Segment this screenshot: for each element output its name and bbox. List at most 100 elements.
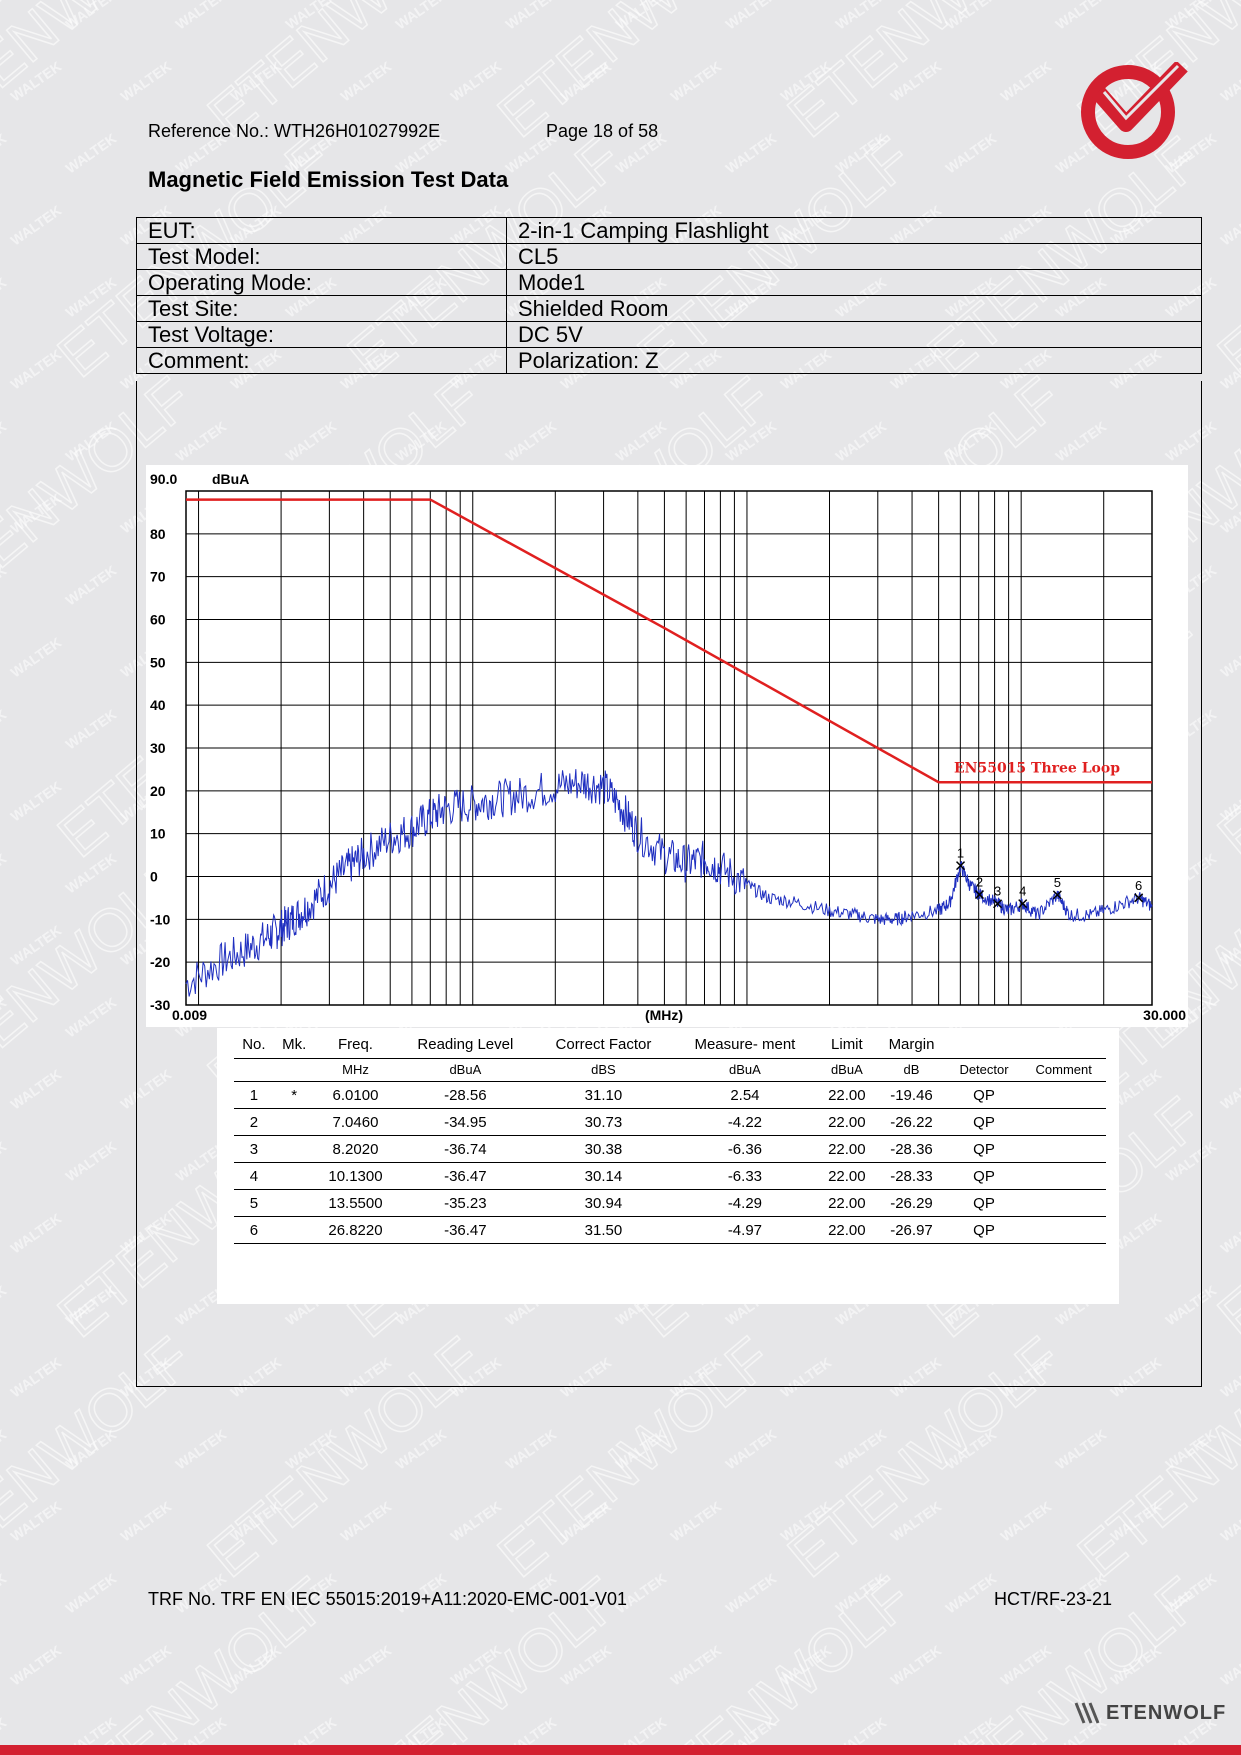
y-tick-label: 70: [150, 569, 166, 585]
table-cell: 8.2020: [314, 1135, 397, 1163]
watermark-text: WALTEK: [668, 58, 725, 104]
info-table: EUT: 2-in-1 Camping Flashlight Test Model:…: [136, 217, 1202, 374]
table-cell: -6.36: [672, 1135, 818, 1163]
watermark-text: WALTEK: [1218, 58, 1241, 104]
watermark-text: WALTEK: [833, 1570, 890, 1616]
watermark-text: WALTEK: [338, 1498, 395, 1544]
table-header: Reading Level: [417, 1036, 514, 1053]
info-label: Comment:: [136, 347, 507, 374]
watermark-text: WALTEK: [778, 1642, 835, 1688]
watermark-text: WALTEK: [1218, 1642, 1241, 1688]
watermark-text: WALTEK: [558, 58, 615, 104]
watermark-text: WALTEK: [888, 1642, 945, 1688]
table-cell: -26.97: [876, 1216, 947, 1244]
watermark-text: WALTEK: [8, 202, 65, 248]
watermark-text: WALTEK: [173, 0, 230, 32]
info-row: Comment: Polarization: Z: [136, 347, 1202, 374]
watermark-text: WALTEK: [63, 274, 120, 320]
watermark-text: WALTEK: [0, 562, 9, 608]
table-cell: -4.29: [672, 1189, 818, 1217]
table-cell: -36.47: [396, 1216, 535, 1244]
watermark-text: WALTEK: [8, 1354, 65, 1400]
table-cell: [1021, 1081, 1106, 1109]
x-end-label: 30.000: [1143, 1007, 1186, 1023]
table-row: 1 * 6.0100 -28.56 31.10 2.54 22.00 -19.46 QP: [234, 1081, 1106, 1109]
table-cell: QP: [946, 1189, 1022, 1217]
watermark-text: WALTEK: [63, 1138, 120, 1184]
watermark-text: WALTEK: [0, 706, 9, 752]
watermark-text: WALTEK: [8, 634, 65, 680]
watermark-text: WALTEK: [833, 130, 890, 176]
table-header: [947, 1036, 1022, 1059]
y-tick-label: 30: [150, 740, 166, 756]
marker-label: 6: [1135, 878, 1142, 893]
watermark-text: WALTEK: [1218, 1498, 1241, 1544]
watermark-text: ETENWOLF: [1205, 1084, 1241, 1350]
info-value: Shielded Room: [506, 295, 1202, 322]
table-cell: 30.38: [534, 1135, 673, 1163]
watermark-text: WALTEK: [943, 1570, 1000, 1616]
table-unit: dBS: [534, 1058, 673, 1082]
table-cell: QP: [946, 1216, 1022, 1244]
y-tick-label: -20: [150, 954, 170, 970]
watermark-text: WALTEK: [0, 994, 9, 1040]
marker-x: [993, 899, 1003, 909]
watermark-text: WALTEK: [8, 778, 65, 824]
info-row: EUT: 2-in-1 Camping Flashlight: [136, 217, 1202, 244]
y-axis-label: dBuA: [212, 471, 249, 487]
watermark-text: WALTEK: [0, 850, 9, 896]
watermark-text: WALTEK: [503, 1426, 560, 1472]
watermark-text: WALTEK: [778, 1498, 835, 1544]
watermark-text: WALTEK: [63, 994, 120, 1040]
marker-label: 2: [976, 875, 983, 890]
page-title: Magnetic Field Emission Test Data: [148, 167, 509, 192]
table-row: 4 10.1300 -36.47 30.14 -6.33 22.00 -28.33 QP: [234, 1162, 1106, 1190]
table-cell: 13.5500: [314, 1189, 397, 1217]
table-cell: *: [273, 1081, 315, 1109]
watermark-text: WALTEK: [63, 1570, 120, 1616]
watermark-text: WALTEK: [8, 1498, 65, 1544]
marker-label: 5: [1054, 875, 1061, 890]
table-unit: dBuA: [817, 1058, 877, 1082]
table-cell: 22.00: [817, 1108, 877, 1136]
watermark-text: WALTEK: [613, 1426, 670, 1472]
table-cell: 31.50: [534, 1216, 673, 1244]
watermark-text: WALTEK: [1163, 1570, 1220, 1616]
table-cell: 30.73: [534, 1108, 673, 1136]
watermark-text: WALTEK: [998, 1642, 1055, 1688]
table-unit: MHz: [314, 1058, 397, 1082]
watermark-text: WALTEK: [63, 850, 120, 896]
table-unit: [234, 1058, 274, 1082]
x-start-label: 0.009: [172, 1007, 207, 1023]
watermark-text: WALTEK: [1218, 202, 1241, 248]
watermark-text: WALTEK: [503, 0, 560, 32]
watermark-text: WALTEK: [63, 0, 120, 32]
marker-x: [1018, 899, 1028, 909]
watermark-text: WALTEK: [613, 0, 670, 32]
table-cell: -4.22: [672, 1108, 818, 1136]
table-cell: 31.10: [534, 1081, 673, 1109]
table-unit: Detector: [946, 1058, 1022, 1082]
watermark-text: WALTEK: [0, 1426, 9, 1472]
info-label: Operating Mode:: [136, 269, 507, 296]
watermark-text: WALTEK: [63, 418, 120, 464]
watermark-text: WALTEK: [393, 1426, 450, 1472]
watermark-text: WALTEK: [558, 1498, 615, 1544]
watermark-text: WALTEK: [118, 58, 175, 104]
marker-label: 1: [957, 846, 964, 861]
table-header: Correct Factor: [555, 1036, 652, 1053]
marker-label: 3: [994, 884, 1001, 899]
table-cell: 7.0460: [314, 1108, 397, 1136]
watermark-text: WALTEK: [448, 1642, 505, 1688]
table-cell: 2.54: [672, 1081, 818, 1109]
table-cell: QP: [946, 1162, 1022, 1190]
watermark-text: WALTEK: [448, 58, 505, 104]
table-header: [1021, 1036, 1106, 1059]
y-tick-label: -10: [150, 911, 170, 927]
table-cell: -35.23: [396, 1189, 535, 1217]
info-value: 2-in-1 Camping Flashlight: [506, 217, 1202, 244]
watermark-text: WALTEK: [63, 562, 120, 608]
watermark-text: WALTEK: [943, 0, 1000, 32]
table-cell: 10.1300: [314, 1162, 397, 1190]
table-row: 2 7.0460 -34.95 30.73 -4.22 22.00 -26.22 QP: [234, 1108, 1106, 1136]
